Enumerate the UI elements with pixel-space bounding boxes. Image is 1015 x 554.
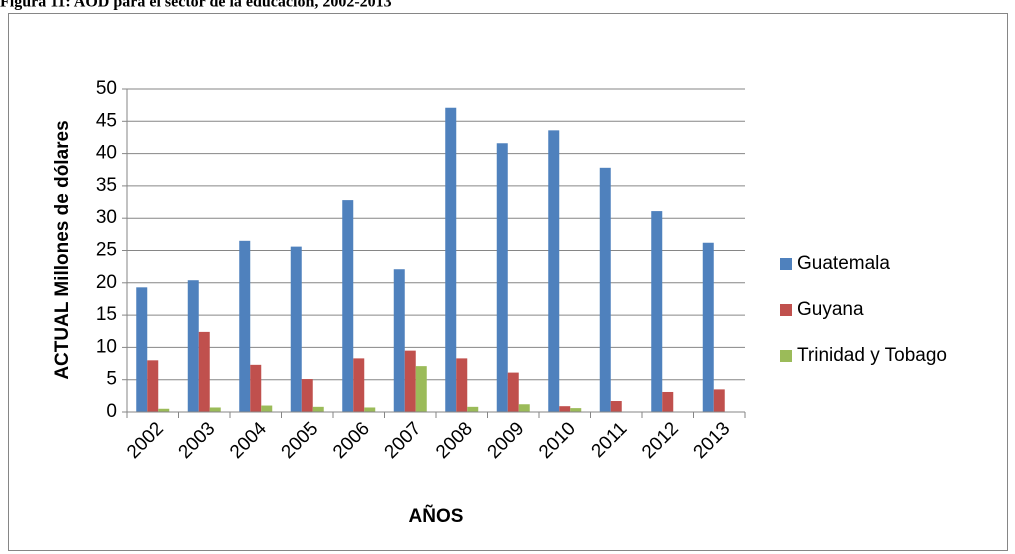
x-tick-label: 2011 [588,418,632,462]
legend-label: Guyana [797,299,864,320]
bar [507,372,519,412]
y-tick-label: 20 [96,272,117,293]
bar [702,242,714,412]
y-tick-label: 45 [96,110,117,131]
y-tick-label: 35 [96,175,117,196]
bar [393,269,405,412]
legend-label: Guatemala [797,253,890,274]
legend-swatch [780,350,792,362]
y-tick-label: 25 [96,240,117,261]
y-tick-label: 40 [96,143,117,164]
y-tick-label: 30 [96,207,117,228]
x-tick-label: 2010 [535,418,580,463]
bar [518,404,530,412]
bar [467,406,479,412]
bar [301,379,313,412]
bar [610,401,622,412]
x-tick-label: 2004 [226,418,271,463]
bar [445,107,457,412]
bar [496,143,508,413]
bar [136,287,148,412]
legend-swatch [780,258,792,270]
bar [312,406,324,412]
bar [261,405,273,412]
bar [187,280,199,412]
x-tick-label: 2006 [329,418,374,463]
y-tick-label: 15 [96,304,117,325]
bar [662,391,674,412]
bar [548,130,560,412]
legend-swatch [780,304,792,316]
x-tick-label: 2009 [484,418,529,463]
bar [599,167,611,412]
bar [342,200,354,412]
bar [290,246,302,412]
x-tick-label: 2005 [278,418,323,463]
bar [239,240,251,412]
bar [147,360,159,412]
bar [353,358,365,412]
bar [198,331,210,412]
chart-frame [8,13,1008,551]
x-axis-title: AÑOS [409,505,464,527]
x-tick-label: 2012 [638,418,683,463]
y-tick-label: 5 [106,369,117,390]
x-tick-label: 2002 [123,418,168,463]
bar [713,389,725,412]
x-tick-label: 2007 [381,418,426,463]
y-tick-label: 50 [96,78,117,99]
bar [651,211,663,412]
bar [456,358,468,412]
bar [415,366,427,412]
bar [559,406,571,412]
bar [209,407,221,412]
chart-title: Figura 11: AOD para el sector de la educ… [0,0,392,11]
x-tick-label: 2013 [690,418,735,463]
y-axis-title: ACTUAL Millones de dólares [52,120,73,379]
x-tick-label: 2008 [432,418,477,463]
bar [364,407,376,412]
bar [404,350,416,412]
bar [158,408,170,412]
legend-label: Trinidad y Tobago [797,345,947,366]
bar [570,408,582,412]
y-tick-label: 10 [96,336,117,357]
bar [250,364,262,412]
y-tick-label: 0 [106,401,117,422]
x-tick-label: 2003 [175,418,220,463]
